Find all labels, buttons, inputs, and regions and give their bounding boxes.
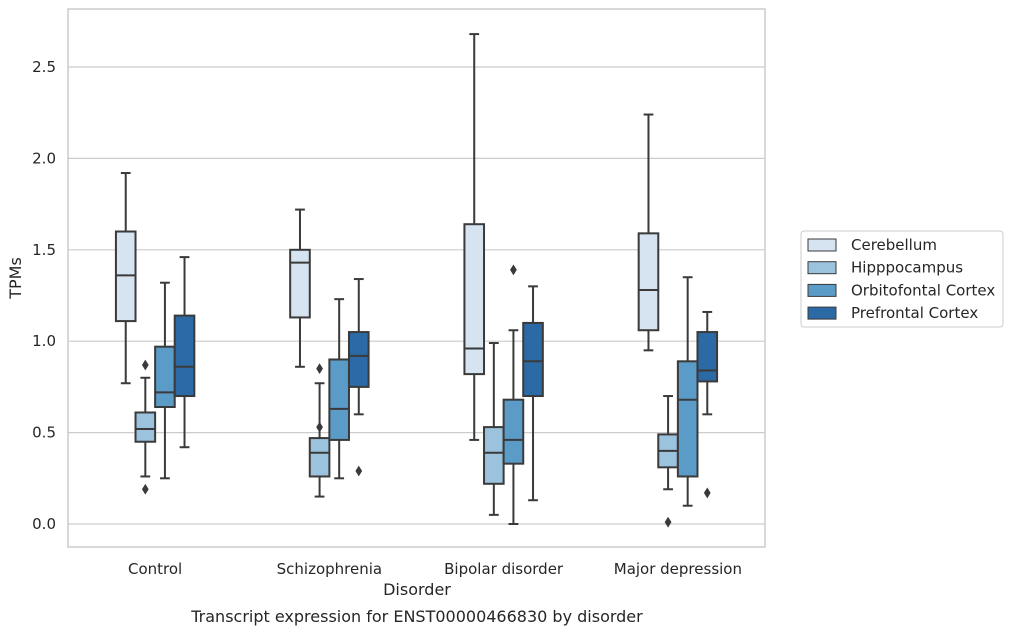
y-axis-label: TPMs xyxy=(6,257,25,300)
y-tick-label: 1.5 xyxy=(32,241,56,259)
box-cerebellum xyxy=(114,172,137,385)
box-cerebellum xyxy=(463,33,486,441)
y-axis-ticks: 0.0 0.5 1.0 1.5 2.0 2.5 xyxy=(32,58,56,533)
outlier-point xyxy=(703,487,711,499)
box-body xyxy=(637,232,660,332)
y-tick-label: 1.0 xyxy=(32,332,56,350)
legend-swatch xyxy=(807,306,837,320)
outlier-point xyxy=(141,483,149,495)
box-body xyxy=(154,345,176,409)
legend-frame xyxy=(800,230,1004,328)
box-body xyxy=(483,426,505,485)
y-tick-label: 2.0 xyxy=(32,149,56,167)
box-prefrontal-cortex xyxy=(173,256,196,449)
box-hipppocampus xyxy=(483,342,505,516)
plot-frame xyxy=(67,8,766,548)
box-cerebellum xyxy=(289,208,311,368)
x-axis-label: Disorder xyxy=(383,580,451,599)
legend-label: Hipppocampus xyxy=(851,259,963,277)
outlier-point xyxy=(316,421,323,433)
chart-title: Transcript expression for ENST0000046683… xyxy=(190,607,643,626)
box-body xyxy=(134,411,157,443)
outlier-point xyxy=(510,264,517,276)
box-series xyxy=(114,33,719,528)
legend-label: Prefrontal Cortex xyxy=(851,304,978,322)
x-tick-label: Bipolar disorder xyxy=(444,560,564,578)
box-body xyxy=(502,398,525,465)
x-tick-label: Schizophrenia xyxy=(277,560,382,578)
box-body xyxy=(289,248,311,319)
outlier-point xyxy=(355,465,363,477)
box-body xyxy=(173,314,196,398)
outlier-point xyxy=(141,359,149,371)
x-tick-label: Control xyxy=(128,560,182,578)
box-body xyxy=(347,331,370,388)
legend: Cerebellum Hipppocampus Orbitofontal Corte… xyxy=(800,230,1004,328)
box-body xyxy=(676,360,699,478)
y-tick-label: 0.5 xyxy=(32,424,56,442)
box-body xyxy=(696,331,719,383)
y-tick-label: 0.0 xyxy=(32,515,56,533)
box-hipppocampus xyxy=(134,359,157,495)
box-body xyxy=(328,358,350,441)
box-hipppocampus xyxy=(308,363,331,498)
box-orbitofontal-cortex xyxy=(676,276,699,507)
box-prefrontal-cortex xyxy=(347,278,370,477)
legend-label: Cerebellum xyxy=(851,236,937,254)
box-orbitofontal-cortex xyxy=(328,298,350,480)
legend-label: Orbitofontal Cortex xyxy=(851,281,995,299)
box-prefrontal-cortex xyxy=(522,285,544,502)
x-axis-ticks: Control Schizophrenia Bipolar disorder Majo… xyxy=(128,560,742,578)
outlier-point xyxy=(316,363,323,375)
y-tick-label: 2.5 xyxy=(32,58,56,76)
box-body xyxy=(308,437,331,478)
box-prefrontal-cortex xyxy=(696,310,719,499)
box-cerebellum xyxy=(637,113,660,352)
outlier-point xyxy=(664,516,672,528)
legend-swatch xyxy=(807,238,837,252)
box-body xyxy=(463,223,486,376)
x-tick-label: Major depression xyxy=(614,560,742,578)
box-body xyxy=(522,321,544,398)
legend-swatch xyxy=(807,261,837,275)
legend-swatch xyxy=(807,283,837,297)
box-hipppocampus xyxy=(657,395,679,528)
box-orbitofontal-cortex xyxy=(502,264,525,525)
